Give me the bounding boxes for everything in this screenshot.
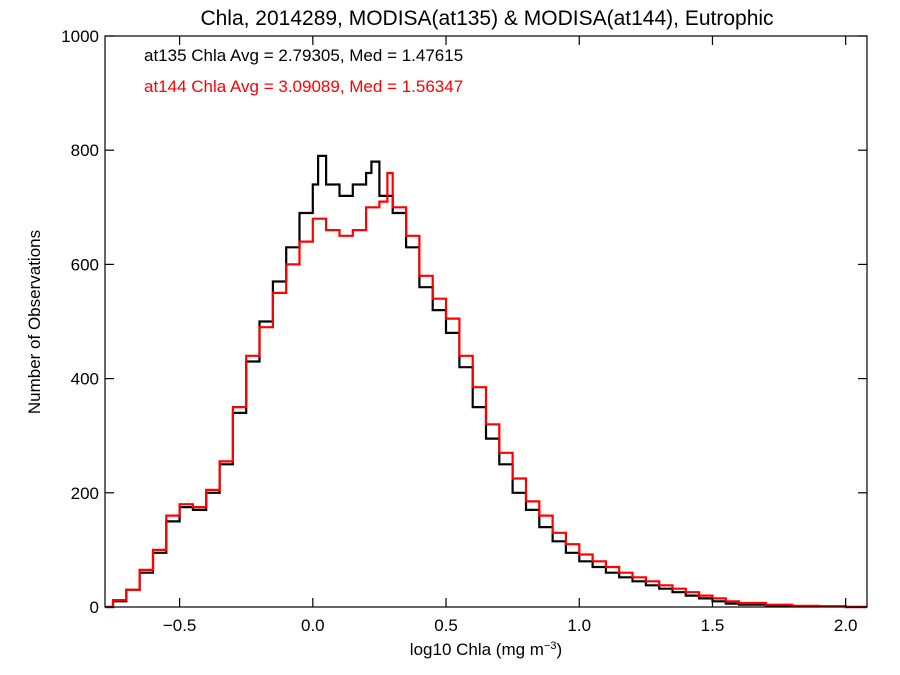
y-tick-label: 0 [90, 598, 99, 617]
y-axis: 0 200 400 600 800 1000 [61, 27, 867, 617]
series-at144-histogram [105, 171, 867, 609]
x-tick-label: 2.0 [834, 616, 858, 635]
y-tick-label: 800 [71, 141, 99, 160]
x-axis-label: log10 Chla (mg m−3) [410, 640, 562, 659]
x-tick-label: 0.0 [301, 616, 325, 635]
plot-area: −0.5 0.0 0.5 1.0 1.5 2.0 0 200 400 600 800 1000 [61, 27, 868, 635]
annotation-at135: at135 Chla Avg = 2.79305, Med = 1.47615 [144, 46, 463, 65]
y-tick-label: 600 [71, 255, 99, 274]
series-at135-histogram [105, 154, 867, 609]
y-axis-label: Number of Observations [25, 230, 44, 414]
series-layer [105, 154, 867, 609]
plot-frame [104, 35, 868, 608]
x-tick-label: −0.5 [163, 616, 197, 635]
y-tick-label: 200 [71, 484, 99, 503]
x-axis: −0.5 0.0 0.5 1.0 1.5 2.0 [163, 36, 858, 635]
x-tick-label: 0.5 [434, 616, 458, 635]
x-tick-label: 1.5 [701, 616, 725, 635]
annotation-at144: at144 Chla Avg = 3.09089, Med = 1.56347 [144, 77, 463, 96]
chart-title: Chla, 2014289, MODISA(at135) & MODISA(at… [200, 7, 773, 30]
y-tick-label: 1000 [61, 27, 99, 46]
y-tick-label: 400 [71, 370, 99, 389]
x-tick-label: 1.0 [567, 616, 591, 635]
